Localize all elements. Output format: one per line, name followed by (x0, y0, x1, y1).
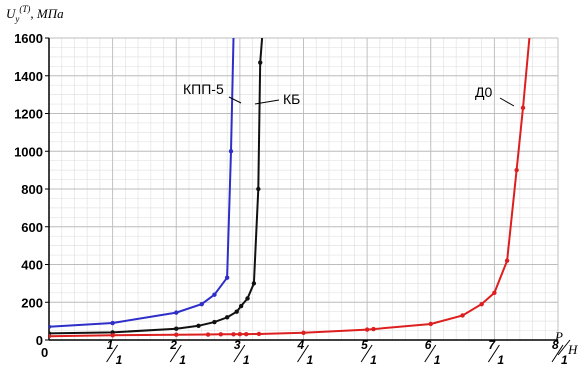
x-tick-numerator: 2 (169, 338, 177, 352)
data-point (428, 321, 433, 327)
series-КПП-5 (49, 38, 235, 329)
y-tick-label: 1400 (14, 69, 43, 84)
data-point (224, 275, 230, 280)
x-axis-label-slash (557, 339, 571, 356)
data-point (244, 331, 249, 337)
x-tick-numerator: 5 (361, 338, 368, 352)
x-tick-slash (297, 344, 309, 363)
x-tick-numerator: 6 (425, 338, 432, 352)
data-point (49, 334, 52, 339)
x-tick-denominator: 1 (307, 353, 314, 367)
data-point (231, 332, 236, 337)
data-point (492, 290, 497, 296)
x-tick-label: 0 (41, 345, 48, 360)
data-point (174, 326, 179, 331)
data-point (251, 281, 257, 286)
data-point (49, 324, 52, 329)
data-point (258, 60, 263, 65)
series-label-leader (228, 96, 242, 104)
labels-layer: КПП-5 КБ Д0 (183, 81, 515, 107)
x-tick-denominator: 1 (179, 353, 186, 367)
data-point (514, 167, 519, 173)
data-point (504, 258, 510, 263)
data-point (205, 332, 211, 337)
data-point (110, 333, 115, 338)
y-tick-label: 400 (21, 258, 43, 273)
x-axis-label-h: H (567, 342, 578, 357)
x-tick-numerator: 4 (297, 338, 305, 352)
y-tick-label: 200 (21, 295, 43, 310)
x-tick-numerator: 7 (488, 338, 496, 352)
axis-title-layer: Uy(T), МПа P H (6, 4, 578, 357)
x-tick-slash (169, 344, 182, 363)
data-point (238, 303, 244, 309)
x-tick-denominator: 1 (243, 353, 250, 367)
y-tick-label: 800 (21, 182, 43, 197)
data-point (479, 301, 484, 307)
data-point (256, 331, 262, 337)
x-tick-numerator: 1 (107, 338, 114, 352)
series-Д0 (49, 38, 531, 339)
data-point (228, 149, 234, 154)
series-label: КБ (283, 91, 300, 107)
series-line (49, 38, 235, 328)
data-point (460, 313, 465, 318)
x-tick-denominator: 1 (561, 353, 568, 367)
x-tick-denominator: 1 (434, 353, 441, 367)
data-point (212, 319, 217, 325)
x-tick-numerator: 8 (552, 338, 559, 352)
x-tick-denominator: 1 (497, 353, 504, 367)
x-tick-denominator: 1 (116, 353, 123, 367)
x-tick-slash (551, 344, 564, 363)
y-tick-label: 1600 (14, 31, 43, 46)
data-point (224, 315, 230, 320)
x-tick-slash (360, 344, 373, 363)
data-point (218, 332, 223, 337)
data-point (234, 309, 239, 314)
data-point (174, 332, 179, 337)
y-tick-label: 1000 (14, 144, 43, 159)
x-tick-slash (424, 344, 437, 363)
x-tick-slash (106, 344, 119, 363)
y-tick-label: 600 (21, 220, 43, 235)
x-tick-slash (487, 344, 500, 363)
series-label-leader (499, 97, 515, 107)
x-tick-numerator: 3 (234, 338, 241, 352)
data-point (199, 301, 204, 307)
series-layer (49, 38, 531, 339)
x-tick-slash (233, 344, 246, 363)
data-point (245, 296, 250, 301)
data-point (364, 327, 370, 332)
series-label: КПП-5 (183, 81, 224, 97)
y-axis-label: Uy(T), МПа (6, 4, 64, 24)
y-tick-label: 0 (36, 333, 43, 348)
data-point (110, 320, 115, 326)
x-axis-label-p: P (554, 329, 563, 344)
series-label: Д0 (475, 84, 492, 100)
data-point (520, 105, 526, 111)
data-point (196, 323, 201, 329)
data-point (371, 326, 376, 332)
data-point (301, 330, 306, 336)
data-point (174, 310, 179, 315)
data-point (256, 186, 261, 192)
series-label-leader (254, 99, 280, 105)
data-point (212, 292, 217, 297)
y-tick-label: 1200 (14, 107, 43, 122)
data-point (237, 331, 243, 337)
x-tick-denominator: 1 (370, 353, 377, 367)
